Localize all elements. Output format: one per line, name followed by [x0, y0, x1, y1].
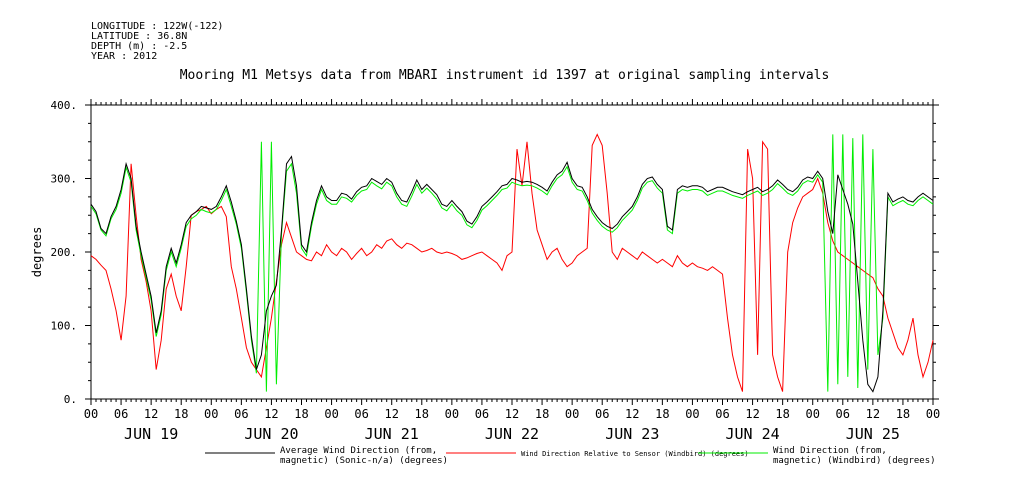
x-tick-label: 06: [836, 407, 850, 421]
day-label: JUN 22: [485, 425, 539, 443]
legend-label: Wind Direction (from,: [773, 446, 887, 456]
x-tick-label: 12: [505, 407, 519, 421]
minor-ticks: [85, 99, 939, 405]
day-label: JUN 23: [605, 425, 659, 443]
x-tick-label: 06: [234, 407, 248, 421]
day-label: JUN 25: [846, 425, 900, 443]
y-tick-label: 400.: [51, 99, 78, 112]
series-layer: [90, 133, 934, 393]
day-label: JUN 24: [725, 425, 779, 443]
day-label: JUN 20: [244, 425, 298, 443]
x-tick-label: 18: [174, 407, 188, 421]
x-tick-label: 12: [745, 407, 759, 421]
series-line-1: [90, 133, 934, 392]
x-tick-label: 06: [595, 407, 609, 421]
x-tick-label: 12: [625, 407, 639, 421]
x-tick-label: 12: [144, 407, 158, 421]
x-tick-label: 18: [655, 407, 669, 421]
legend-label: magnetic) (Windbird) (degrees): [773, 456, 936, 466]
x-tick-label: 18: [415, 407, 429, 421]
x-tick-label: 00: [926, 407, 940, 421]
legend-label: Wind Direction Relative to Sensor (Windb…: [521, 450, 749, 458]
x-tick-label: 00: [805, 407, 819, 421]
series-line-0: [90, 155, 934, 393]
x-tick-label: 18: [896, 407, 910, 421]
series-line-2: [90, 134, 934, 392]
x-tick-label: 00: [445, 407, 459, 421]
x-tick-label: 18: [775, 407, 789, 421]
longitude-label: LONGITUDE : 122W(-122): [91, 21, 224, 32]
legend: Average Wind Direction (from,magnetic) (…: [205, 446, 936, 466]
depth-label: DEPTH (m) : -2.5: [91, 41, 188, 52]
latitude-label: LATITUDE : 36.8N: [91, 31, 188, 42]
x-tick-label: 00: [685, 407, 699, 421]
x-tick-label: 00: [204, 407, 218, 421]
x-tick-label: 12: [866, 407, 880, 421]
x-tick-label: 12: [384, 407, 398, 421]
x-tick-label: 06: [715, 407, 729, 421]
axis-ticks: 0. 100. 200. 300. 400. 00 06 12 18 00 06 12 18 00 06 12…: [51, 99, 941, 443]
x-tick-label: 00: [565, 407, 579, 421]
year-label: YEAR : 2012: [91, 51, 158, 62]
y-tick-label: 200.: [51, 246, 78, 259]
x-tick-label: 06: [354, 407, 368, 421]
x-tick-label: 00: [324, 407, 338, 421]
y-axis-label: degrees: [30, 227, 44, 278]
chart-title: Mooring M1 Metsys data from MBARI instru…: [179, 68, 830, 83]
y-tick-label: 300.: [51, 173, 78, 186]
x-tick-label: 00: [84, 407, 98, 421]
legend-label: magnetic) (Sonic-n/a) (degrees): [280, 456, 448, 466]
legend-label: Average Wind Direction (from,: [280, 446, 437, 456]
x-tick-label: 12: [264, 407, 278, 421]
y-tick-label: 100.: [51, 320, 78, 333]
x-tick-label: 06: [114, 407, 128, 421]
day-label: JUN 19: [124, 425, 178, 443]
x-tick-label: 18: [535, 407, 549, 421]
day-label: JUN 21: [365, 425, 419, 443]
x-tick-label: 06: [475, 407, 489, 421]
y-tick-label: 0.: [64, 393, 77, 406]
x-tick-label: 18: [294, 407, 308, 421]
